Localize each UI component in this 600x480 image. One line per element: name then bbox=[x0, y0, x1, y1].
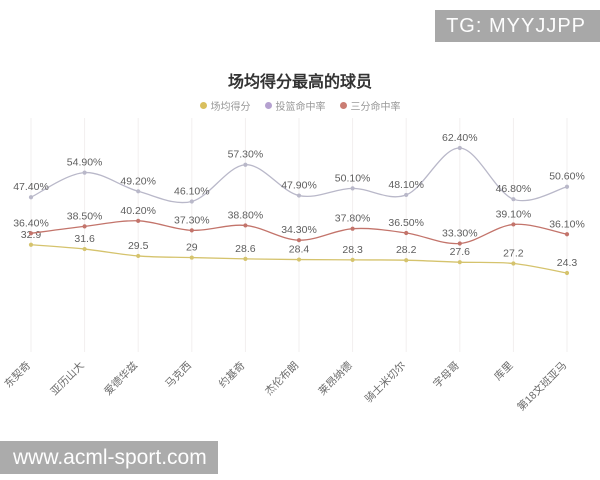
data-label: 57.30% bbox=[228, 149, 264, 161]
legend-label: 场均得分 bbox=[210, 102, 251, 113]
data-label: 29 bbox=[186, 242, 198, 254]
data-point bbox=[243, 223, 248, 228]
data-point bbox=[243, 162, 248, 167]
legend-dot-icon bbox=[339, 102, 347, 109]
telegram-watermark: TG: MYYJJPP bbox=[435, 10, 600, 42]
data-point bbox=[350, 186, 355, 191]
data-label: 38.50% bbox=[67, 210, 103, 222]
data-label: 62.40% bbox=[442, 132, 478, 144]
data-point bbox=[243, 256, 248, 261]
x-axis-label: 亚历山大 bbox=[48, 359, 87, 398]
data-point bbox=[136, 253, 141, 259]
data-label: 28.2 bbox=[396, 244, 417, 256]
x-axis-label: 库里 bbox=[491, 359, 515, 383]
x-axis-label: 爱德华兹 bbox=[101, 359, 140, 398]
legend-item-2[interactable]: 三分命中率 bbox=[339, 98, 401, 113]
data-label: 46.80% bbox=[496, 183, 532, 195]
data-label: 40.20% bbox=[120, 205, 156, 217]
data-point bbox=[564, 184, 570, 189]
data-label: 37.30% bbox=[174, 214, 210, 226]
data-label: 27.2 bbox=[503, 247, 524, 259]
chart-legend: 场均得分 投篮命中率 三分命中率 bbox=[0, 98, 600, 113]
data-label: 28.4 bbox=[289, 244, 310, 256]
data-point bbox=[404, 230, 409, 236]
x-axis-label: 杰伦布朗 bbox=[262, 359, 301, 398]
data-point bbox=[136, 218, 141, 223]
data-label: 27.6 bbox=[450, 246, 471, 258]
data-point bbox=[296, 193, 302, 198]
data-label: 54.90% bbox=[67, 157, 103, 169]
legend-dot-icon bbox=[264, 102, 272, 109]
data-point bbox=[511, 261, 516, 266]
data-point bbox=[564, 232, 570, 237]
x-axis-label: 约基奇 bbox=[216, 359, 247, 390]
data-label: 24.3 bbox=[557, 257, 578, 269]
data-point bbox=[296, 257, 302, 262]
data-label: 36.10% bbox=[549, 218, 585, 230]
data-point bbox=[189, 255, 194, 260]
data-label: 38.80% bbox=[228, 209, 264, 221]
x-axis-label: 莱昂纳德 bbox=[316, 359, 355, 398]
x-axis-label: 第18文班亚马 bbox=[515, 359, 570, 414]
legend-label: 三分命中率 bbox=[350, 102, 401, 113]
data-label: 36.40% bbox=[13, 217, 49, 229]
data-point bbox=[457, 260, 462, 265]
data-point bbox=[564, 270, 570, 276]
legend-dot-icon bbox=[199, 102, 207, 109]
data-point bbox=[404, 192, 409, 198]
x-axis-label: 马克西 bbox=[163, 360, 194, 391]
data-point bbox=[350, 226, 355, 231]
chart-title: 场均得分最高的球员 bbox=[227, 74, 372, 91]
legend-item-1[interactable]: 投篮命中率 bbox=[264, 98, 326, 113]
data-label: 34.30% bbox=[281, 224, 317, 236]
data-label: 31.6 bbox=[74, 233, 95, 245]
x-axis-label: 东契奇 bbox=[2, 359, 33, 390]
data-label: 47.40% bbox=[13, 181, 49, 193]
data-label: 47.90% bbox=[281, 180, 317, 192]
data-point bbox=[511, 197, 516, 202]
data-label: 28.3 bbox=[342, 244, 363, 256]
data-point bbox=[189, 199, 194, 204]
data-point bbox=[350, 257, 355, 262]
data-point bbox=[28, 195, 34, 200]
x-axis-label: 骑士米切尔 bbox=[362, 359, 408, 405]
data-point bbox=[28, 242, 34, 247]
data-point bbox=[82, 224, 87, 229]
website-watermark: www.acml-sport.com bbox=[0, 441, 218, 474]
data-label: 33.30% bbox=[442, 227, 478, 239]
data-point bbox=[457, 241, 462, 246]
data-point bbox=[82, 246, 87, 252]
data-point bbox=[136, 189, 141, 194]
data-label: 49.20% bbox=[120, 175, 156, 187]
data-label: 48.10% bbox=[388, 179, 424, 191]
data-point bbox=[457, 145, 462, 151]
data-label: 37.80% bbox=[335, 213, 371, 225]
data-label: 50.10% bbox=[335, 172, 371, 184]
data-label: 29.5 bbox=[128, 240, 149, 252]
legend-label: 投篮命中率 bbox=[275, 102, 326, 113]
legend-item-0[interactable]: 场均得分 bbox=[199, 98, 251, 113]
data-point bbox=[82, 170, 87, 175]
data-label: 28.6 bbox=[235, 243, 256, 255]
data-point bbox=[296, 238, 302, 243]
x-axis-label: 字母哥 bbox=[430, 359, 461, 390]
data-point bbox=[404, 258, 409, 263]
data-label: 46.10% bbox=[174, 185, 210, 197]
data-point bbox=[511, 222, 516, 227]
data-label: 36.50% bbox=[388, 217, 424, 229]
data-label: 39.10% bbox=[496, 208, 532, 220]
data-point bbox=[189, 228, 194, 233]
data-point bbox=[28, 231, 34, 236]
data-label: 50.60% bbox=[549, 171, 585, 183]
